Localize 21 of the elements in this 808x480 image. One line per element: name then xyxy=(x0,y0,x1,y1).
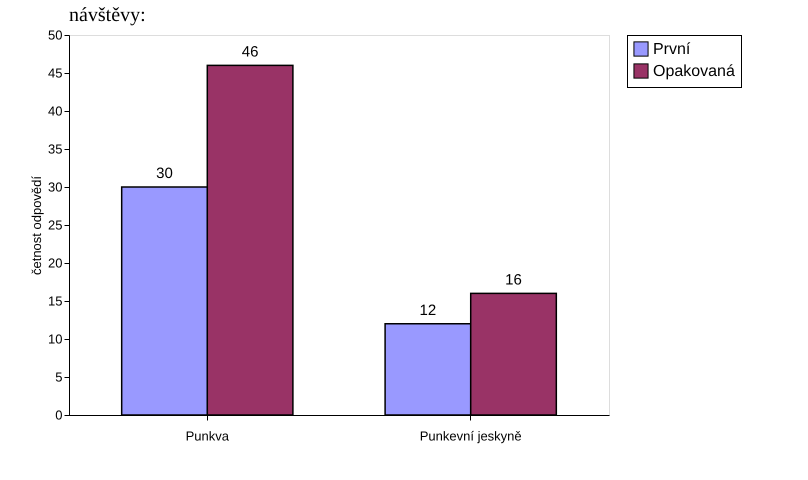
data-label: 30 xyxy=(156,165,173,182)
x-tick-label: Punkva xyxy=(186,428,230,444)
data-label: 16 xyxy=(505,271,522,288)
y-tick-label: 10 xyxy=(48,332,62,346)
y-tick-label: 35 xyxy=(48,142,62,156)
y-tick-label: 45 xyxy=(48,66,62,80)
y-axis-title: četnost odpovědí xyxy=(29,176,44,276)
data-label: 46 xyxy=(242,43,258,60)
legend-label: Opakovaná xyxy=(653,63,735,80)
y-tick-label: 0 xyxy=(55,408,62,422)
y-tick-label: 30 xyxy=(48,180,62,194)
text: návštěvy: xyxy=(69,4,146,26)
data-label: 12 xyxy=(420,302,436,319)
legend-label: První xyxy=(653,41,691,58)
y-tick-label: 15 xyxy=(48,294,62,308)
y-tick-label: 20 xyxy=(48,256,62,270)
y-tick-label: 50 xyxy=(48,28,62,42)
y-tick-label: 40 xyxy=(48,104,62,118)
y-tick-label: 25 xyxy=(48,218,62,232)
y-tick-label: 5 xyxy=(55,370,62,384)
x-tick-label: Punkevní jeskyně xyxy=(420,428,522,444)
